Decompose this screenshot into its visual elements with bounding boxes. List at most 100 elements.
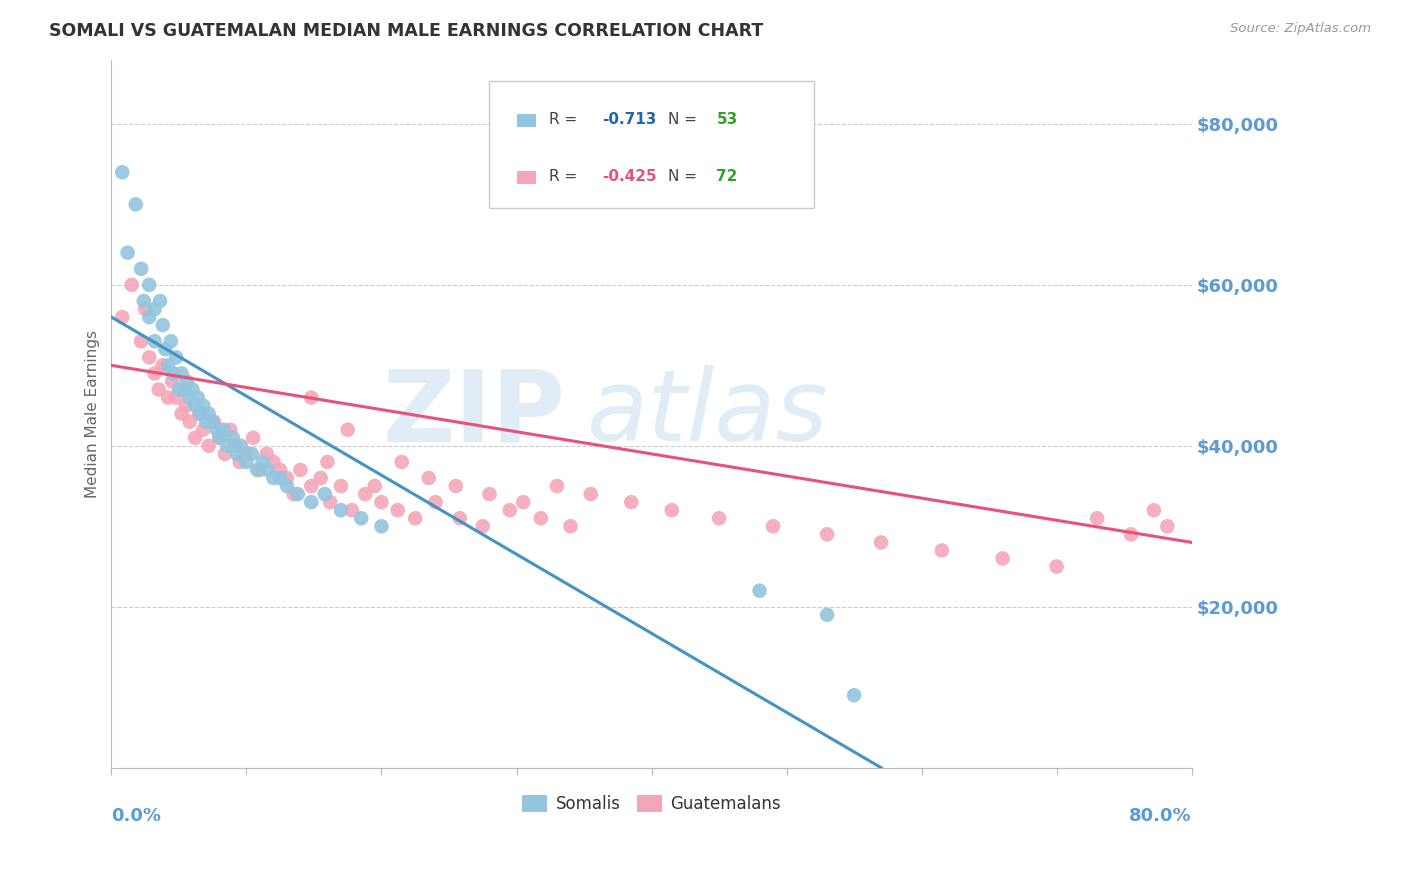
Point (276, 479, 298, 493)
Point (269, 471, 291, 485)
Point (125, 197, 148, 211)
Point (170, 367, 193, 381)
Point (256, 447, 278, 461)
Point (991, 551, 1014, 566)
Point (249, 463, 271, 477)
Point (188, 407, 211, 421)
Point (530, 511, 553, 525)
Point (208, 431, 231, 445)
Point (143, 334, 166, 349)
Text: Source: ZipAtlas.com: Source: ZipAtlas.com (1230, 22, 1371, 36)
Point (370, 495, 392, 509)
Point (162, 367, 184, 381)
Point (387, 503, 409, 517)
Point (219, 423, 242, 437)
Point (179, 391, 201, 405)
Point (152, 359, 174, 373)
Point (299, 479, 322, 493)
Point (197, 407, 219, 421)
Point (815, 527, 838, 541)
Point (512, 495, 534, 509)
Point (138, 277, 160, 292)
Point (173, 383, 195, 397)
Point (222, 431, 245, 445)
Point (205, 423, 228, 437)
Point (165, 351, 187, 365)
Point (190, 407, 212, 421)
Point (165, 391, 187, 405)
Point (174, 399, 197, 413)
Point (309, 471, 332, 485)
Point (418, 471, 440, 485)
Point (129, 334, 152, 349)
Point (235, 455, 257, 469)
Point (193, 399, 215, 413)
Point (404, 511, 426, 525)
Point (217, 439, 239, 453)
Point (314, 487, 336, 501)
Point (157, 391, 180, 405)
Text: 53: 53 (716, 112, 738, 128)
Point (159, 334, 181, 349)
Point (246, 463, 269, 477)
Point (155, 343, 177, 357)
Point (157, 359, 180, 373)
Text: SOMALI VS GUATEMALAN MEDIAN MALE EARNINGS CORRELATION CHART: SOMALI VS GUATEMALAN MEDIAN MALE EARNING… (49, 22, 763, 40)
Point (184, 399, 207, 413)
Point (478, 487, 501, 501)
Point (620, 495, 643, 509)
Point (202, 415, 225, 429)
Point (1085, 511, 1108, 525)
Point (299, 495, 322, 509)
Point (449, 511, 471, 525)
Point (425, 495, 447, 509)
Point (226, 447, 249, 461)
Point (391, 455, 413, 469)
Point (842, 688, 865, 702)
Point (235, 447, 257, 461)
Point (149, 293, 172, 308)
Point (262, 471, 284, 485)
Point (350, 511, 373, 525)
Point (560, 519, 582, 533)
Point (167, 383, 190, 397)
FancyBboxPatch shape (489, 81, 814, 209)
Point (319, 495, 342, 509)
Point (176, 375, 198, 389)
Point (499, 503, 522, 517)
Point (170, 407, 193, 421)
Point (316, 455, 339, 469)
Point (707, 511, 730, 525)
Point (129, 261, 152, 276)
Point (138, 351, 160, 365)
Point (111, 165, 134, 179)
Point (471, 519, 494, 533)
Text: N =: N = (668, 112, 702, 128)
Text: R =: R = (548, 112, 582, 128)
FancyBboxPatch shape (516, 170, 536, 184)
Point (283, 487, 305, 501)
Point (330, 503, 353, 517)
Point (208, 431, 231, 445)
Text: -0.713: -0.713 (602, 112, 657, 128)
Point (1143, 503, 1166, 517)
FancyBboxPatch shape (516, 114, 536, 127)
Point (228, 455, 250, 469)
Text: N =: N = (668, 169, 702, 184)
Point (444, 479, 467, 493)
Point (364, 479, 387, 493)
Point (240, 447, 263, 461)
Point (354, 487, 377, 501)
Text: 80.0%: 80.0% (1129, 806, 1192, 824)
Point (148, 383, 170, 397)
Point (132, 293, 155, 308)
Point (336, 423, 359, 437)
Legend: Somalis, Guatemalans: Somalis, Guatemalans (516, 788, 787, 820)
Point (931, 543, 953, 558)
Point (815, 607, 838, 622)
Text: -0.425: -0.425 (602, 169, 657, 184)
Point (143, 367, 166, 381)
Point (262, 455, 284, 469)
Point (229, 439, 252, 453)
Point (138, 310, 160, 324)
